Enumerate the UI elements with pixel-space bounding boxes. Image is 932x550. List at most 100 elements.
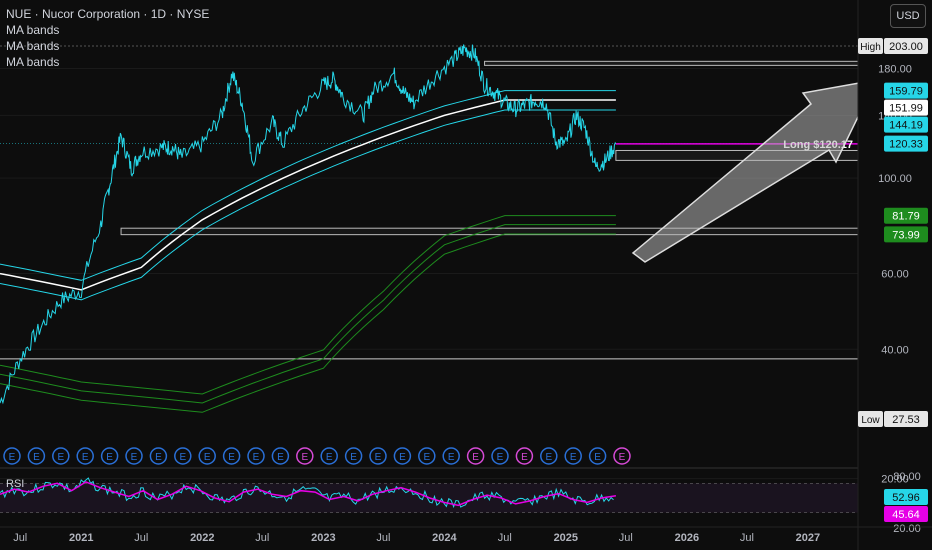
time-tick-label: Jul (498, 532, 512, 544)
resistance-zone (484, 60, 881, 66)
rsi-badge-1: 45.64 (884, 506, 928, 522)
ma-band-upper-1 (0, 215, 616, 395)
earnings-marker-label-6: E (155, 452, 162, 463)
price-badge-5: 81.79 (884, 207, 928, 224)
price-tick-label: 20.00 (881, 474, 909, 486)
time-tick-label: 2022 (190, 532, 214, 544)
price-badge-0: 203.00 High (858, 38, 928, 54)
earnings-marker-8: E (198, 447, 216, 465)
earnings-marker-23: E (564, 447, 582, 465)
earnings-marker-16: E (393, 447, 412, 465)
projection-arrow (631, 79, 878, 263)
time-tick-label: 2021 (69, 532, 93, 544)
price-badge-7-tag: Low (861, 415, 880, 426)
time-tick-label: Jul (255, 532, 269, 544)
earnings-marker-17: E (418, 447, 436, 465)
earnings-marker-label-20: E (497, 452, 504, 463)
rsi-tick-label: 80.00 (893, 471, 921, 483)
price-badge-5-value: 81.79 (892, 211, 920, 223)
rsi-badge-1-value: 45.64 (892, 509, 920, 521)
time-tick-label: Jul (740, 532, 754, 544)
earnings-marker-13: E (320, 447, 338, 465)
price-badge-3-value: 144.19 (889, 120, 923, 132)
price-badge-2: 151.99 (884, 99, 928, 116)
earnings-marker-label-11: E (277, 452, 284, 463)
earnings-marker-label-12: E (301, 452, 308, 463)
earnings-marker-label-16: E (399, 452, 406, 463)
earnings-marker-4: E (100, 447, 119, 465)
rsi-tick-label: 20.00 (893, 523, 921, 535)
price-badge-7: 27.53 Low (858, 411, 928, 427)
time-tick-label: 2027 (796, 532, 820, 544)
earnings-marker-1: E (27, 447, 46, 465)
earnings-marker-20: E (491, 447, 509, 465)
time-tick-label: 2024 (432, 532, 457, 544)
earnings-marker-label-3: E (82, 452, 89, 463)
earnings-marker-9: E (222, 447, 241, 465)
price-badge-2-value: 151.99 (889, 103, 923, 115)
earnings-marker-label-18: E (448, 452, 455, 463)
earnings-marker-15: E (369, 447, 387, 465)
time-tick-label: 2025 (554, 532, 578, 544)
earnings-marker-24: E (588, 447, 607, 465)
price-tick-label: 40.00 (881, 344, 909, 356)
price-badge-0-value: 203.00 (889, 41, 923, 53)
earnings-marker-label-21: E (521, 452, 528, 463)
price-badge-0-tag: High (860, 42, 881, 53)
earnings-marker-6: E (149, 447, 168, 465)
time-tick-label: Jul (134, 532, 148, 544)
indicator-ma-bands-1[interactable]: MA bands (6, 23, 60, 37)
earnings-marker-label-10: E (253, 452, 260, 463)
earnings-marker-label-5: E (131, 452, 138, 463)
rsi-badge-0-value: 52.96 (892, 492, 920, 504)
earnings-marker-label-22: E (545, 452, 552, 463)
price-badge-6: 73.99 (884, 226, 928, 243)
earnings-marker-label-15: E (375, 452, 382, 463)
earnings-marker-21: E (515, 447, 534, 465)
earnings-marker-0: E (3, 447, 21, 465)
earnings-marker-label-2: E (57, 452, 64, 463)
earnings-marker-7: E (174, 447, 192, 465)
earnings-marker-22: E (540, 447, 558, 465)
price-badge-7-value: 27.53 (892, 414, 920, 426)
rsi-line (0, 477, 614, 509)
earnings-marker-5: E (125, 447, 143, 465)
price-tick-label: 180.00 (878, 63, 912, 75)
price-badge-1: 159.79 (884, 82, 928, 99)
time-tick-label: 2023 (311, 532, 335, 544)
ma-band-lower-0 (0, 109, 616, 301)
price-line (0, 44, 617, 405)
chart-legend: NUE · Nucor Corporation · 1D · NYSE MA b… (6, 6, 209, 70)
earnings-marker-label-4: E (106, 452, 113, 463)
symbol-title[interactable]: NUE · Nucor Corporation · 1D · NYSE (6, 7, 210, 21)
time-tick-label: Jul (13, 532, 27, 544)
time-tick-label: Jul (619, 532, 633, 544)
indicator-ma-bands-2[interactable]: MA bands (6, 39, 60, 53)
earnings-marker-18: E (442, 447, 460, 465)
earnings-marker-3: E (76, 447, 94, 465)
rsi-label: RSI (6, 478, 25, 490)
price-badge-4: 120.33 (884, 135, 928, 152)
rsi-ma-line (0, 481, 617, 507)
currency-button[interactable]: USD (890, 4, 926, 28)
ma-band-center-0 (0, 99, 616, 291)
ma-band-upper-0 (0, 90, 616, 281)
indicator-ma-bands-3[interactable]: MA bands (6, 55, 60, 69)
earnings-marker-25: E (613, 447, 631, 465)
earnings-marker-label-0: E (9, 452, 16, 463)
earnings-marker-label-17: E (423, 452, 430, 463)
earnings-marker-label-25: E (619, 452, 626, 463)
price-tick-label: 100.00 (878, 173, 912, 185)
price-badge-6-value: 73.99 (892, 229, 920, 241)
earnings-marker-14: E (344, 447, 363, 465)
ma-band-center-1 (0, 224, 616, 404)
earnings-marker-11: E (271, 447, 290, 465)
earnings-marker-label-8: E (204, 452, 211, 463)
earnings-marker-label-23: E (570, 452, 577, 463)
ma-band-lower-1 (0, 233, 616, 413)
earnings-marker-label-24: E (594, 452, 601, 463)
rsi-badge-0: 52.96 (884, 489, 928, 505)
earnings-marker-label-14: E (350, 452, 357, 463)
price-badge-4-value: 120.33 (889, 139, 923, 151)
